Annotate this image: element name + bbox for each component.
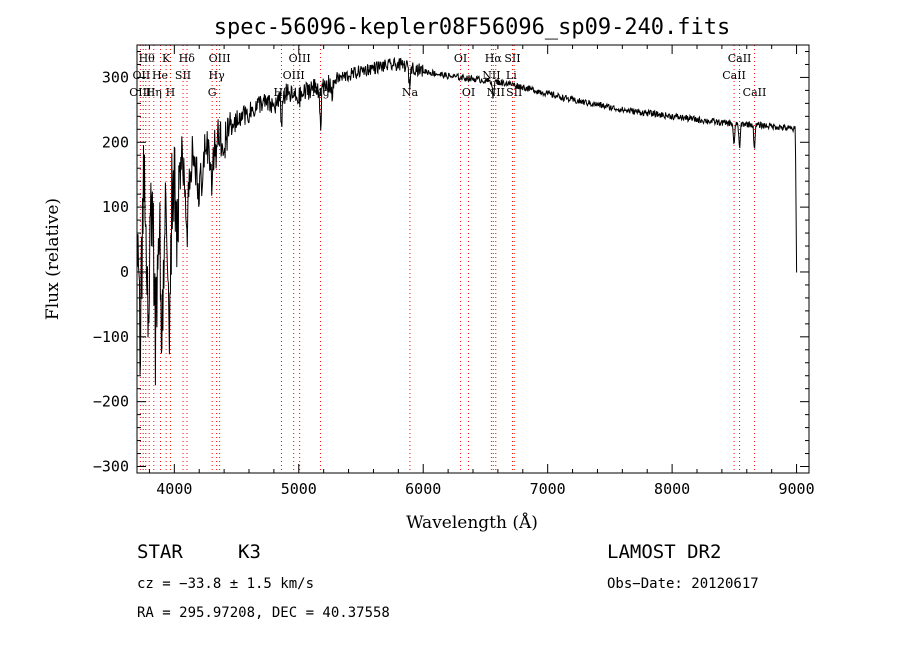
y-tick-label: 100 [102, 198, 129, 216]
axes-layer: 4000 5000 6000 7000 8000 9000 −300 −200 −100 0 100… [93, 45, 815, 498]
line-marker-label: OI [454, 52, 467, 65]
line-marker-label: Hα [485, 52, 503, 65]
class-label: STAR [137, 541, 183, 563]
line-marker-label: OIII [283, 69, 305, 82]
line-marker-label: SII [504, 52, 520, 65]
spectrum-series-line [136, 56, 798, 386]
y-tick-label: 300 [102, 68, 129, 86]
line-marker-label: OI [462, 86, 475, 99]
line-marker-label: K [162, 52, 171, 65]
spectrum-layer [136, 56, 798, 386]
plot-frame [136, 44, 810, 474]
line-marker-label: OIII [129, 86, 151, 99]
chart-title: spec-56096-kepler08F56096_sp09-240.fits [214, 15, 731, 40]
x-tick-label: 7000 [530, 480, 566, 498]
line-marker-label: Li [506, 69, 517, 82]
x-tick-label: 5000 [281, 480, 317, 498]
x-tick-label: 9000 [778, 480, 814, 498]
line-marker-label: Hβ [274, 86, 290, 99]
obs-date-label: Obs−Date: 20120617 [607, 576, 759, 592]
line-marker-label: OIII [209, 52, 231, 65]
x-tick-label: 6000 [405, 480, 441, 498]
line-marker-label: Mg [311, 86, 329, 99]
x-axis-label: Wavelength (Å) [406, 512, 538, 533]
line-marker-label: OIII [289, 52, 311, 65]
y-tick-label: −300 [93, 458, 129, 476]
line-marker-label: Na [402, 86, 419, 99]
line-marker-label: He [152, 69, 168, 82]
y-tick-label: −100 [93, 328, 129, 346]
line-marker-label: CaII [743, 86, 767, 99]
y-tick-label: −200 [93, 393, 129, 411]
line-marker-label: G [208, 86, 217, 99]
subclass-label: K3 [238, 541, 261, 563]
line-marker-label: SII [175, 69, 191, 82]
line-marker-label: NII [487, 86, 505, 99]
line-marker-label: Hθ [139, 52, 156, 65]
redshift-label: cz = −33.8 ± 1.5 km/s [137, 576, 315, 592]
line-marker-label: SII [506, 86, 522, 99]
coordinates-label: RA = 295.97208, DEC = 40.37558 [137, 605, 390, 621]
x-tick-label: 8000 [654, 480, 690, 498]
line-marker-label: CaII [728, 52, 752, 65]
line-marker-label: NII [482, 69, 500, 82]
line-marker-label: Hη [146, 86, 162, 99]
y-tick-label: 0 [120, 263, 129, 281]
line-marker-layer [139, 45, 755, 473]
x-tick-label: 4000 [156, 480, 192, 498]
survey-label: LAMOST DR2 [607, 541, 722, 563]
line-marker-label: Hδ [179, 52, 196, 65]
line-marker-label: Hγ [209, 69, 226, 82]
y-axis-label: Flux (relative) [43, 198, 63, 320]
y-tick-label: 200 [102, 133, 129, 151]
line-marker-label: CaII [722, 69, 746, 82]
line-marker-label: H [166, 86, 176, 99]
line-marker-label: OII [132, 69, 150, 82]
